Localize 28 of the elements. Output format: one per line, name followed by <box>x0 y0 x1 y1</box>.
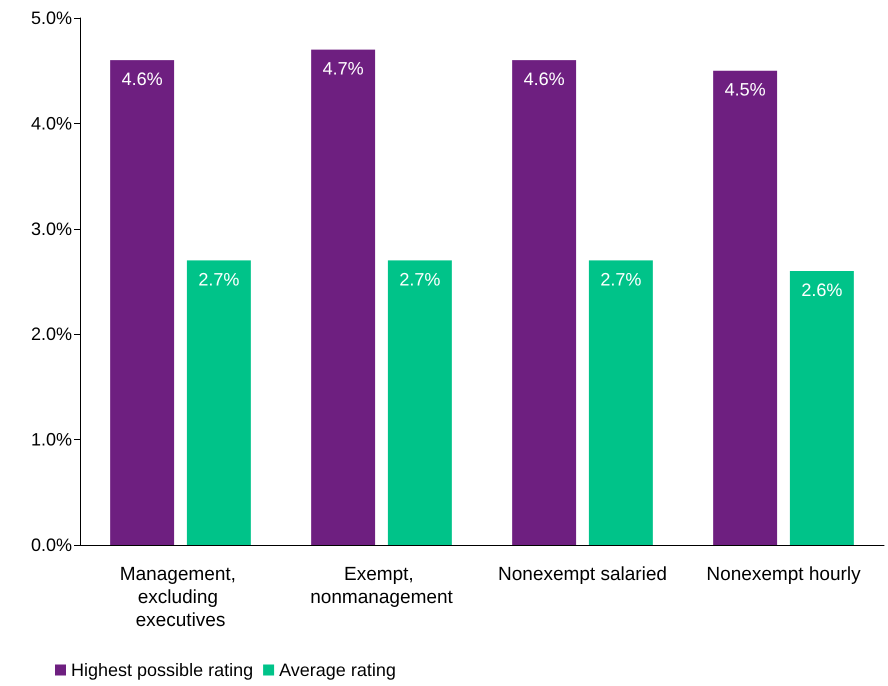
bar <box>110 60 174 545</box>
data-label: 2.7% <box>600 269 642 290</box>
bar <box>388 260 452 545</box>
data-label: 2.6% <box>801 280 842 300</box>
data-label: 4.6% <box>122 69 163 90</box>
x-tick-label: Management, excluding executives <box>120 564 242 631</box>
bar <box>790 270 854 545</box>
legend-label: Average rating <box>279 660 396 680</box>
x-tick-label: Nonexempt hourly <box>706 564 862 585</box>
y-tick-label: 1.0% <box>30 430 72 450</box>
x-tick-label: Exempt, nonmanagement <box>310 564 454 608</box>
legend-label: Highest possible rating <box>71 660 254 680</box>
data-label: 4.5% <box>724 80 766 100</box>
bar <box>713 70 778 545</box>
data-label: 2.7% <box>399 269 440 290</box>
y-tick-label: 3.0% <box>30 218 72 239</box>
y-tick-label: 4.0% <box>30 113 72 134</box>
bar <box>311 50 376 545</box>
y-tick-label: 0.0% <box>30 535 72 555</box>
data-label: 4.7% <box>322 58 364 79</box>
bar <box>588 260 653 545</box>
x-tick-label: Nonexempt salaried <box>498 564 667 585</box>
y-tick-label: 2.0% <box>30 324 72 344</box>
bar <box>512 60 576 545</box>
y-tick-label: 5.0% <box>30 8 72 28</box>
bar <box>186 260 251 545</box>
data-label: 2.7% <box>198 269 240 290</box>
data-label: 4.6% <box>524 69 565 90</box>
